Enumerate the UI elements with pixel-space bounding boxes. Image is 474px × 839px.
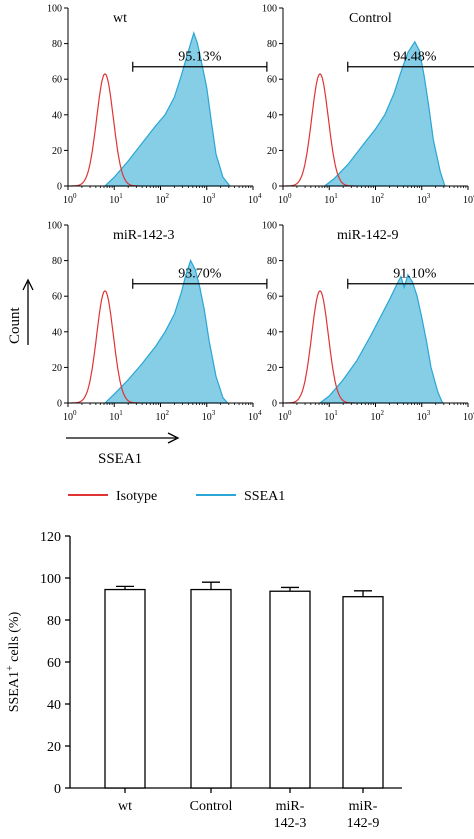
x-tick-label: 100 — [63, 409, 77, 423]
count-label: Count — [7, 306, 23, 344]
y-tick-label: 40 — [52, 110, 62, 121]
y-tick-label: 0 — [272, 182, 277, 193]
ssea1-histogram — [103, 30, 232, 187]
x-tick-label: 103 — [417, 192, 431, 206]
y-tick-label: 60 — [52, 75, 62, 86]
bar-category-label: miR- — [349, 799, 378, 814]
ssea1-histogram — [103, 259, 229, 404]
y-tick-label: 100 — [262, 221, 277, 232]
bar-y-tick-label: 0 — [54, 782, 61, 797]
ssea1-axis-label: SSEA1 — [66, 432, 180, 467]
x-tick-label: 102 — [371, 409, 385, 423]
y-tick-label: 100 — [262, 4, 277, 15]
y-tick-label: 80 — [267, 256, 277, 267]
gate-percent-label: 93.70% — [178, 267, 222, 282]
ssea1-arrow-head — [167, 432, 180, 444]
y-tick-label: 80 — [52, 39, 62, 50]
bar-chart: 0 20 40 60 80 100 120 SSEA1+ cells (%) wt Control… — [5, 530, 402, 831]
x-tick-label: 103 — [202, 409, 216, 423]
bar-y-tick-label: 80 — [47, 614, 61, 629]
x-tick-label: 100 — [278, 192, 292, 206]
y-tick-label: 0 — [57, 399, 62, 410]
x-tick-label: 103 — [417, 409, 431, 423]
ssea1-label: SSEA1 — [98, 451, 142, 467]
isotype-histogram — [70, 73, 140, 187]
bar — [104, 588, 146, 789]
x-tick-label: 101 — [324, 409, 338, 423]
bar-category-label: wt — [118, 799, 132, 814]
flow-panel-1: 0 20 40 60 80 100 100 101 102 103 104 94.48% Control — [262, 4, 474, 206]
panel-title: wt — [113, 11, 127, 26]
panel-title: miR-142-3 — [113, 228, 174, 243]
y-tick-label: 20 — [267, 146, 277, 157]
bar-y-tick-label: 20 — [47, 740, 61, 755]
x-tick-label: 102 — [156, 409, 170, 423]
bar — [342, 596, 384, 789]
count-axis-label: Count — [7, 278, 34, 345]
bar-y-axis-label: SSEA1+ cells (%) — [5, 611, 22, 712]
y-tick-label: 20 — [52, 146, 62, 157]
y-tick-label: 60 — [267, 75, 277, 86]
bar-category-label: 142-9 — [347, 816, 380, 831]
legend-ssea1-label: SSEA1 — [244, 489, 285, 504]
bar-y-tick-label: 40 — [47, 698, 61, 713]
bar-category-label: miR- — [276, 799, 305, 814]
y-tick-label: 80 — [52, 256, 62, 267]
isotype-histogram — [285, 73, 355, 187]
flow-panel-0: 0 20 40 60 80 100 100 101 102 103 104 95.13% wt — [47, 4, 268, 206]
x-tick-label: 100 — [63, 192, 77, 206]
bar-y-tick-label: 60 — [47, 656, 61, 671]
bar — [269, 590, 311, 789]
y-tick-label: 60 — [52, 292, 62, 303]
x-tick-label: 102 — [371, 192, 385, 206]
panel-title: Control — [349, 11, 392, 26]
x-tick-label: 104 — [463, 409, 474, 423]
gate-percent-label: 94.48% — [393, 50, 437, 65]
ssea1-histogram — [318, 273, 444, 404]
isotype-histogram — [285, 290, 355, 404]
bar-category-label: Control — [190, 799, 233, 814]
x-tick-label: 101 — [109, 409, 123, 423]
y-tick-label: 40 — [267, 327, 277, 338]
x-tick-label: 104 — [248, 409, 262, 423]
y-tick-label: 20 — [52, 363, 62, 374]
x-tick-label: 102 — [156, 192, 170, 206]
gate-percent-label: 95.13% — [178, 50, 222, 65]
y-tick-label: 20 — [267, 363, 277, 374]
bar-y-tick-label: 120 — [40, 530, 61, 545]
y-tick-label: 60 — [267, 292, 277, 303]
legend-isotype-label: Isotype — [116, 489, 157, 504]
panel-title: miR-142-9 — [337, 228, 398, 243]
y-tick-label: 0 — [57, 182, 62, 193]
y-tick-label: 100 — [47, 4, 62, 15]
legend: Isotype SSEA1 — [68, 489, 285, 504]
bar-category-label: 142-3 — [274, 816, 307, 831]
x-tick-label: 104 — [248, 192, 262, 206]
ssea1-histogram — [322, 40, 446, 187]
y-tick-label: 100 — [47, 221, 62, 232]
y-tick-label: 80 — [267, 39, 277, 50]
x-tick-label: 101 — [324, 192, 338, 206]
x-tick-label: 103 — [202, 192, 216, 206]
gate-percent-label: 91.10% — [393, 267, 437, 282]
flow-panel-3: 0 20 40 60 80 100 100 101 102 103 104 91.10% miR-142… — [262, 221, 474, 423]
bar-y-tick-label: 100 — [40, 572, 61, 587]
x-tick-label: 100 — [278, 409, 292, 423]
y-tick-label: 40 — [267, 110, 277, 121]
x-tick-label: 104 — [463, 192, 474, 206]
x-tick-label: 101 — [109, 192, 123, 206]
flow-histogram-panels: 0 20 40 60 80 100 100 101 102 103 104 95.13% wt 0 20 40… — [47, 4, 474, 423]
y-tick-label: 40 — [52, 327, 62, 338]
bar — [190, 588, 232, 789]
y-tick-label: 0 — [272, 399, 277, 410]
isotype-histogram — [70, 290, 140, 404]
count-arrow-head — [22, 278, 34, 291]
flow-panel-2: 0 20 40 60 80 100 100 101 102 103 104 93.70% miR-142… — [47, 221, 268, 423]
